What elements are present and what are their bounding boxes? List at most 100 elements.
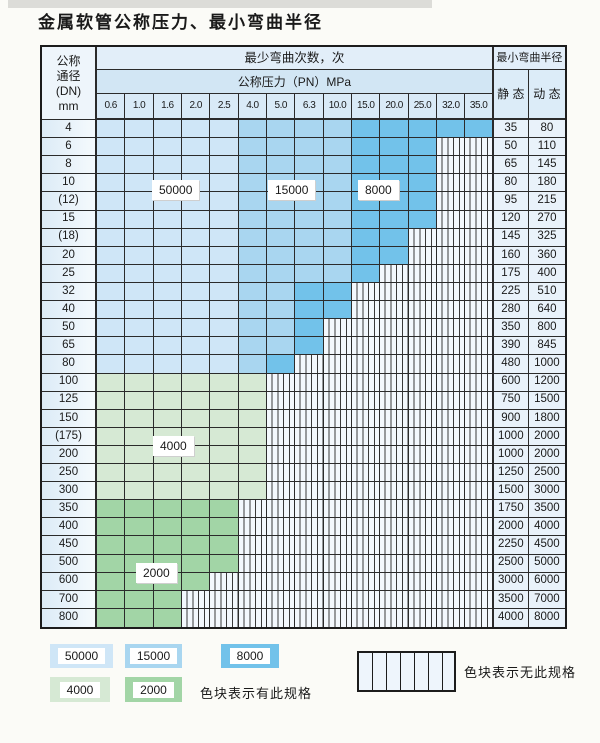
cycle-cell bbox=[295, 301, 324, 320]
cycle-cell bbox=[295, 120, 324, 139]
cycle-cell bbox=[352, 409, 381, 428]
cycle-cell bbox=[125, 228, 154, 247]
static-cell: 390 bbox=[493, 337, 529, 356]
cycle-cell bbox=[97, 210, 126, 229]
dn-cell: 25 bbox=[42, 264, 97, 283]
cycle-cell bbox=[465, 301, 494, 320]
cycle-cell bbox=[97, 246, 126, 265]
cycle-cell bbox=[182, 228, 211, 247]
cycle-cell bbox=[125, 464, 154, 483]
cycle-cell bbox=[323, 210, 353, 229]
cycle-cell bbox=[408, 500, 438, 519]
cycle-cell bbox=[210, 246, 239, 265]
cycle-cell bbox=[295, 464, 324, 483]
dn-cell: 400 bbox=[42, 518, 97, 537]
cycle-cell bbox=[323, 409, 353, 428]
cycle-cell bbox=[182, 536, 211, 555]
cycle-cell bbox=[210, 264, 239, 283]
cycle-cell bbox=[465, 590, 494, 609]
dn-cell: 500 bbox=[42, 554, 97, 573]
cycle-cell bbox=[295, 282, 324, 302]
legend-absent-text: 色块表示无此规格 bbox=[464, 665, 577, 680]
cycle-cell bbox=[465, 228, 494, 247]
cycle-cell bbox=[437, 120, 466, 139]
cycle-cell bbox=[267, 572, 296, 591]
static-cell: 3500 bbox=[493, 590, 529, 609]
cycle-cell bbox=[267, 482, 296, 501]
static-cell: 1000 bbox=[493, 427, 529, 446]
cycle-cell bbox=[210, 301, 239, 320]
cycle-cell bbox=[465, 355, 494, 374]
cycle-cell bbox=[267, 282, 296, 302]
cycle-cell bbox=[465, 120, 494, 139]
cycle-cell bbox=[182, 355, 211, 374]
cycle-cell bbox=[295, 264, 324, 283]
cycle-cell bbox=[323, 445, 353, 465]
header-pressure-20.0: 20.0 bbox=[380, 94, 409, 120]
dynamic-cell: 3500 bbox=[528, 500, 565, 519]
cycle-cell bbox=[97, 264, 126, 283]
cycle-cell bbox=[408, 174, 438, 193]
cycle-cell bbox=[352, 210, 381, 229]
cycle-cell bbox=[323, 228, 353, 247]
cycle-cell bbox=[437, 500, 466, 519]
cycle-label-50000: 50000 bbox=[152, 180, 200, 200]
cycle-cell bbox=[153, 464, 183, 483]
static-cell: 1500 bbox=[493, 482, 529, 501]
cycle-cell bbox=[97, 138, 126, 157]
cycle-cell bbox=[97, 228, 126, 247]
cycle-cell bbox=[352, 536, 381, 555]
cycle-cell bbox=[295, 518, 324, 537]
cycle-cell bbox=[323, 355, 353, 374]
dn-cell: (18) bbox=[42, 228, 97, 247]
cycle-cell bbox=[352, 500, 381, 519]
cycle-cell bbox=[323, 264, 353, 283]
cycle-cell bbox=[408, 391, 438, 410]
static-cell: 35 bbox=[493, 120, 529, 139]
cycle-cell bbox=[437, 264, 466, 283]
cycle-cell bbox=[210, 156, 239, 175]
cycle-cell bbox=[323, 482, 353, 501]
cycle-cell bbox=[238, 319, 268, 338]
cycle-cell bbox=[238, 138, 268, 157]
spec-table-area: 公称 通径 (DN) mm 最少弯曲次数，次 最小弯曲半径 公称压力（PN）MPa 静 态动 … bbox=[40, 45, 567, 629]
cycle-cell bbox=[437, 301, 466, 320]
cycle-cell bbox=[295, 554, 324, 573]
dynamic-cell: 2000 bbox=[528, 445, 565, 465]
cycle-cell bbox=[437, 228, 466, 247]
cycle-cell bbox=[182, 464, 211, 483]
static-cell: 750 bbox=[493, 391, 529, 410]
cycle-cell bbox=[323, 608, 353, 627]
cycle-cell bbox=[182, 246, 211, 265]
dynamic-cell: 3000 bbox=[528, 482, 565, 501]
cycle-cell bbox=[238, 427, 268, 446]
cycle-cell bbox=[238, 445, 268, 465]
static-cell: 2500 bbox=[493, 554, 529, 573]
cycle-cell bbox=[153, 536, 183, 555]
cycle-cell bbox=[465, 464, 494, 483]
cycle-cell bbox=[295, 482, 324, 501]
dynamic-cell: 325 bbox=[528, 228, 565, 247]
cycle-cell bbox=[267, 427, 296, 446]
cycle-cell bbox=[323, 391, 353, 410]
cycle-cell bbox=[97, 120, 126, 139]
cycle-cell bbox=[295, 337, 324, 356]
dn-cell: 600 bbox=[42, 572, 97, 591]
dn-cell: (12) bbox=[42, 192, 97, 211]
cycle-cell bbox=[97, 445, 126, 465]
cycle-cell bbox=[465, 554, 494, 573]
cycle-cell bbox=[437, 192, 466, 211]
cycle-cell bbox=[125, 445, 154, 465]
dynamic-cell: 360 bbox=[528, 246, 565, 265]
cycle-cell bbox=[238, 608, 268, 627]
cycle-cell bbox=[437, 337, 466, 356]
cycle-cell bbox=[125, 391, 154, 410]
cycle-cell bbox=[125, 264, 154, 283]
cycle-cell bbox=[323, 282, 353, 302]
cycle-cell bbox=[437, 282, 466, 302]
cycle-cell bbox=[352, 264, 381, 283]
cycle-cell bbox=[97, 464, 126, 483]
cycle-cell bbox=[408, 554, 438, 573]
cycle-cell bbox=[465, 174, 494, 193]
cycle-cell bbox=[210, 500, 239, 519]
